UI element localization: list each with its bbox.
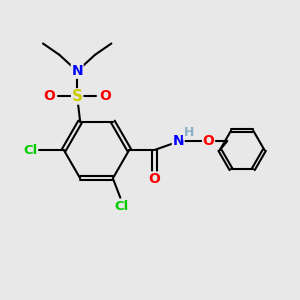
Text: S: S [72,89,83,104]
Text: O: O [202,134,214,148]
Text: Cl: Cl [23,143,37,157]
Text: N: N [172,134,184,148]
Text: N: N [71,64,83,78]
Text: O: O [148,172,160,186]
Text: Cl: Cl [115,200,129,213]
Text: O: O [44,89,56,103]
Text: H: H [184,126,194,139]
Text: O: O [99,89,111,103]
